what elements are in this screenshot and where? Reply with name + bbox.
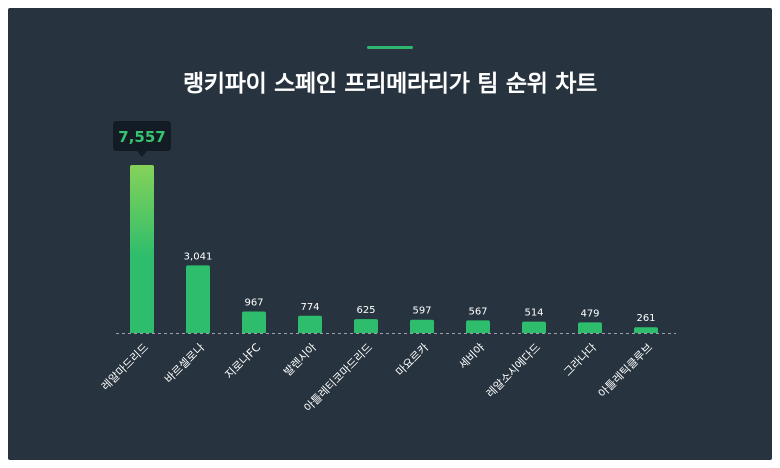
value-label: 597 xyxy=(412,306,431,317)
category-label: 발렌시아 xyxy=(281,341,319,379)
chart-title: 랭키파이 스페인 프리메라리가 팀 순위 차트 xyxy=(182,71,598,97)
category-label: 지로나FC xyxy=(223,341,264,382)
bar xyxy=(634,327,658,333)
bar xyxy=(186,265,210,333)
value-label: 261 xyxy=(636,313,655,324)
bar xyxy=(298,315,322,333)
bar xyxy=(522,321,546,333)
bar xyxy=(354,319,378,333)
bar-chart: 7,557 레알마드리드 3,041 바르셀로나 967 지로나FC 774 발렌시아 625 아… xyxy=(98,121,676,415)
category-label: 마요르카 xyxy=(393,341,431,379)
category-label: 레알소시에다드 xyxy=(483,340,543,400)
category-label: 아틀레틱클루브 xyxy=(596,341,655,400)
value-label: 567 xyxy=(468,306,487,317)
bar xyxy=(466,320,490,333)
chart-panel: 랭키파이 스페인 프리메라리가 팀 순위 차트 7,557 레알마드리드 3,041… xyxy=(8,8,772,460)
category-label: 레알마드리드 xyxy=(98,340,151,393)
value-label: 479 xyxy=(580,308,599,319)
value-label: 967 xyxy=(244,298,263,309)
category-label: 바르셀로나 xyxy=(162,341,207,386)
value-label: 514 xyxy=(524,308,543,319)
bar xyxy=(130,165,154,333)
bar xyxy=(578,322,602,333)
value-label: 774 xyxy=(300,302,319,313)
value-label: 7,557 xyxy=(118,128,165,146)
category-label: 세비야 xyxy=(456,341,487,372)
value-label: 3,041 xyxy=(184,251,213,262)
value-tooltip xyxy=(113,121,171,151)
category-label: 그라나다 xyxy=(561,341,599,379)
value-label: 625 xyxy=(356,305,375,316)
title-accent-line xyxy=(367,46,413,49)
bar xyxy=(242,311,266,333)
bar xyxy=(410,319,434,333)
tooltip-pointer xyxy=(137,151,147,157)
